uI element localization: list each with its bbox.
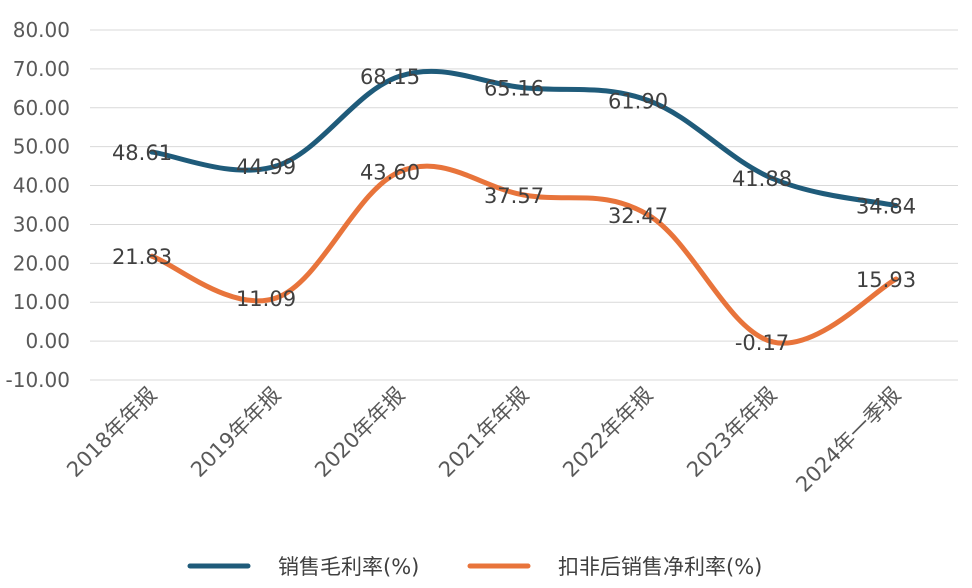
- data-point-series-2: [273, 295, 279, 301]
- y-tick-label: 50.00: [13, 135, 70, 159]
- data-label-series-1: 44.99: [236, 155, 296, 179]
- y-tick-label: 30.00: [13, 212, 70, 236]
- data-label-series-2: -0.17: [735, 331, 789, 355]
- y-tick-label: 10.00: [13, 290, 70, 314]
- data-point-series-1: [769, 175, 775, 181]
- data-point-series-1: [645, 97, 651, 103]
- data-point-series-2: [397, 169, 403, 175]
- y-tick-label: 20.00: [13, 251, 70, 275]
- data-point-series-2: [893, 276, 899, 282]
- legend-label-2: 扣非后销售净利率(%): [558, 555, 762, 579]
- data-point-series-1: [397, 73, 403, 79]
- x-tick-label: 2019年年报: [186, 383, 285, 482]
- x-tick-label: 2021年年报: [434, 383, 533, 482]
- data-label-series-1: 68.15: [360, 65, 420, 89]
- data-label-series-1: 48.61: [112, 141, 172, 165]
- data-point-series-2: [521, 192, 527, 198]
- data-point-series-1: [893, 203, 899, 209]
- y-tick-label: -10.00: [6, 368, 70, 392]
- data-label-series-1: 61.90: [608, 89, 668, 113]
- data-point-series-2: [645, 212, 651, 218]
- data-point-series-2: [769, 339, 775, 345]
- x-tick-label: 2024年一季报: [791, 383, 905, 497]
- y-tick-label: 70.00: [13, 57, 70, 81]
- data-label-series-1: 34.84: [856, 195, 916, 219]
- data-point-series-1: [273, 163, 279, 169]
- x-tick-label: 2023年年报: [682, 383, 781, 482]
- data-label-series-2: 37.57: [484, 184, 544, 208]
- data-point-series-2: [149, 253, 155, 259]
- data-label-series-2: 21.83: [112, 245, 172, 269]
- x-tick-label: 2022年年报: [558, 383, 657, 482]
- y-tick-label: 40.00: [13, 174, 70, 198]
- legend: 销售毛利率(%) 扣非后销售净利率(%): [187, 555, 762, 579]
- data-label-series-2: 15.93: [856, 268, 916, 292]
- data-point-series-1: [521, 85, 527, 91]
- x-tick-label: 2020年年报: [310, 383, 409, 482]
- y-tick-label: 60.00: [13, 96, 70, 120]
- x-tick-label: 2018年年报: [62, 383, 161, 482]
- data-label-series-2: 43.60: [360, 161, 420, 185]
- y-axis-tick-labels: 80.00 70.00 60.00 50.00 40.00 30.00 20.00 10.00…: [6, 18, 70, 392]
- x-axis-tick-labels: 2018年年报 2019年年报 2020年年报 2021年年报 2022年年报 2023年…: [62, 383, 905, 497]
- data-label-series-2: 32.47: [608, 204, 668, 228]
- data-labels: 48.61 44.99 68.15 65.16 61.90 41.88 34.84 21.83…: [112, 65, 916, 355]
- y-tick-label: 0.00: [25, 329, 70, 353]
- data-label-series-1: 65.16: [484, 77, 544, 101]
- series-lines: [149, 68, 899, 346]
- y-tick-label: 80.00: [13, 18, 70, 42]
- legend-label-1: 销售毛利率(%): [278, 555, 419, 579]
- gridlines: [90, 29, 958, 381]
- data-label-series-1: 41.88: [732, 167, 792, 191]
- data-label-series-2: 11.09: [236, 287, 296, 311]
- data-point-series-1: [149, 149, 155, 155]
